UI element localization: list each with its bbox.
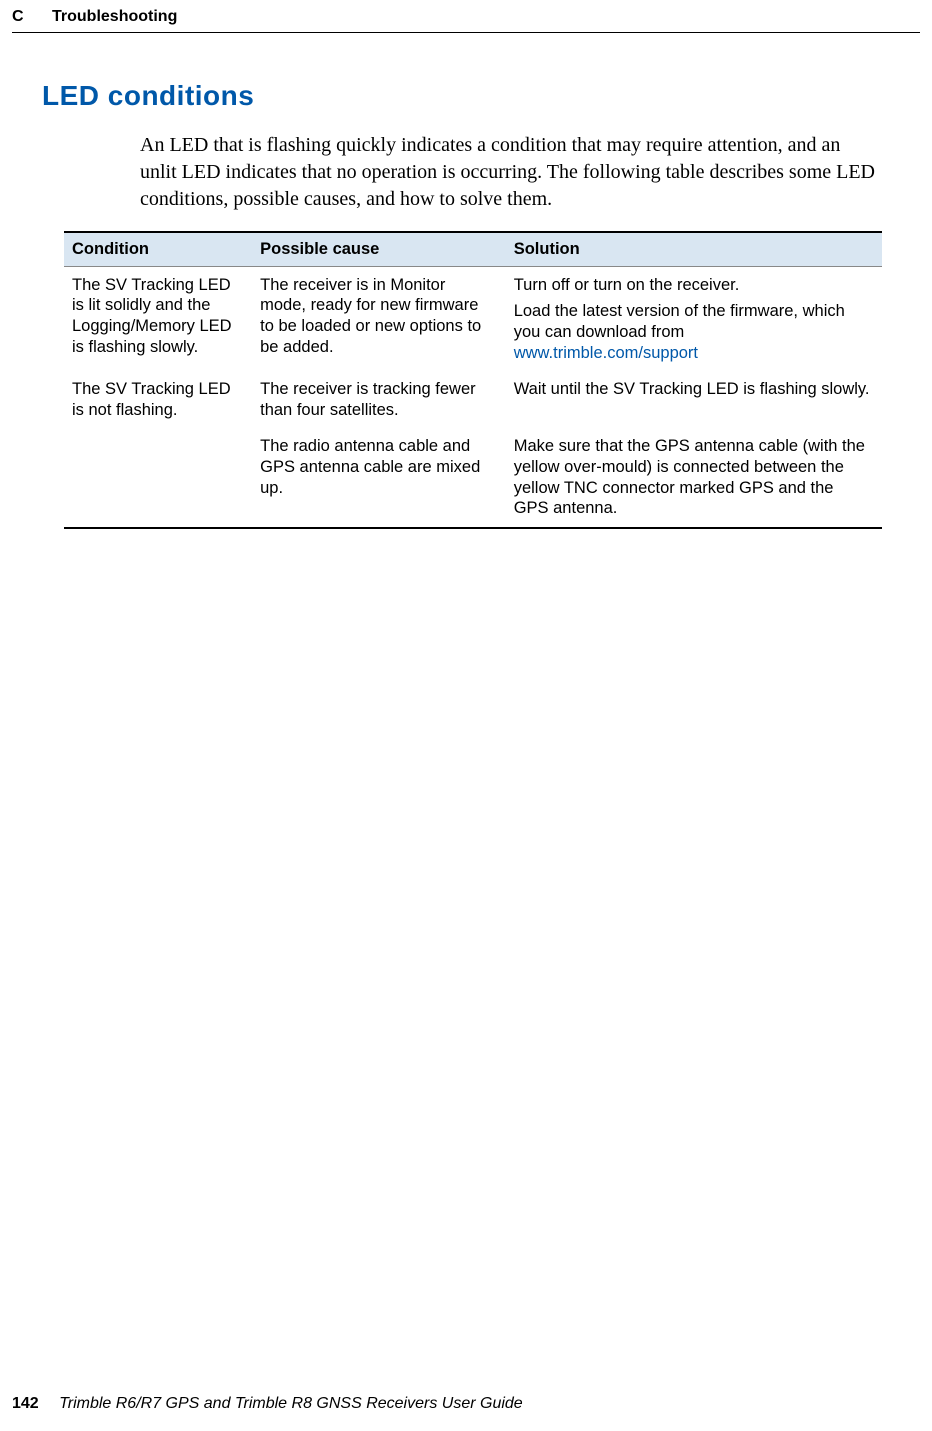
- cell-condition: [64, 428, 252, 528]
- solution-text: Load the latest version of the firmware,…: [514, 302, 845, 341]
- cell-solution: Wait until the SV Tracking LED is flashi…: [506, 371, 882, 428]
- cell-condition: The SV Tracking LED is not flashing.: [64, 371, 252, 428]
- table-row: The radio antenna cable and GPS antenna …: [64, 428, 882, 528]
- table-row: The SV Tracking LED is not flashing. The…: [64, 371, 882, 428]
- section-heading: LED conditions: [42, 80, 882, 112]
- page-footer: 142 Trimble R6/R7 GPS and Trimble R8 GNS…: [12, 1395, 523, 1413]
- cell-cause: The receiver is in Monitor mode, ready f…: [252, 266, 506, 371]
- doc-title: Trimble R6/R7 GPS and Trimble R8 GNSS Re…: [59, 1395, 523, 1412]
- cell-solution: Turn off or turn on the receiver. Load t…: [506, 266, 882, 371]
- support-link[interactable]: www.trimble.com/support: [514, 344, 698, 362]
- col-header-condition: Condition: [64, 232, 252, 266]
- page: C Troubleshooting LED conditions An LED …: [0, 0, 932, 1431]
- section-intro-paragraph: An LED that is flashing quickly indicate…: [140, 132, 882, 213]
- table-row: The SV Tracking LED is lit solidly and t…: [64, 266, 882, 371]
- solution-line: Turn off or turn on the receiver.: [514, 275, 872, 296]
- cell-cause: The radio antenna cable and GPS antenna …: [252, 428, 506, 528]
- cell-cause: The receiver is tracking fewer than four…: [252, 371, 506, 428]
- solution-line: Load the latest version of the firmware,…: [514, 301, 872, 363]
- table-header-row: Condition Possible cause Solution: [64, 232, 882, 266]
- led-conditions-table: Condition Possible cause Solution The SV…: [64, 231, 882, 529]
- chapter-title: Troubleshooting: [52, 8, 177, 26]
- cell-condition: The SV Tracking LED is lit solidly and t…: [64, 266, 252, 371]
- cell-solution: Make sure that the GPS antenna cable (wi…: [506, 428, 882, 528]
- page-number: 142: [12, 1395, 39, 1413]
- chapter-letter: C: [12, 8, 24, 26]
- col-header-solution: Solution: [506, 232, 882, 266]
- col-header-cause: Possible cause: [252, 232, 506, 266]
- running-header: C Troubleshooting: [12, 8, 920, 33]
- content-area: LED conditions An LED that is flashing q…: [42, 80, 882, 529]
- table-wrapper: Condition Possible cause Solution The SV…: [64, 231, 882, 529]
